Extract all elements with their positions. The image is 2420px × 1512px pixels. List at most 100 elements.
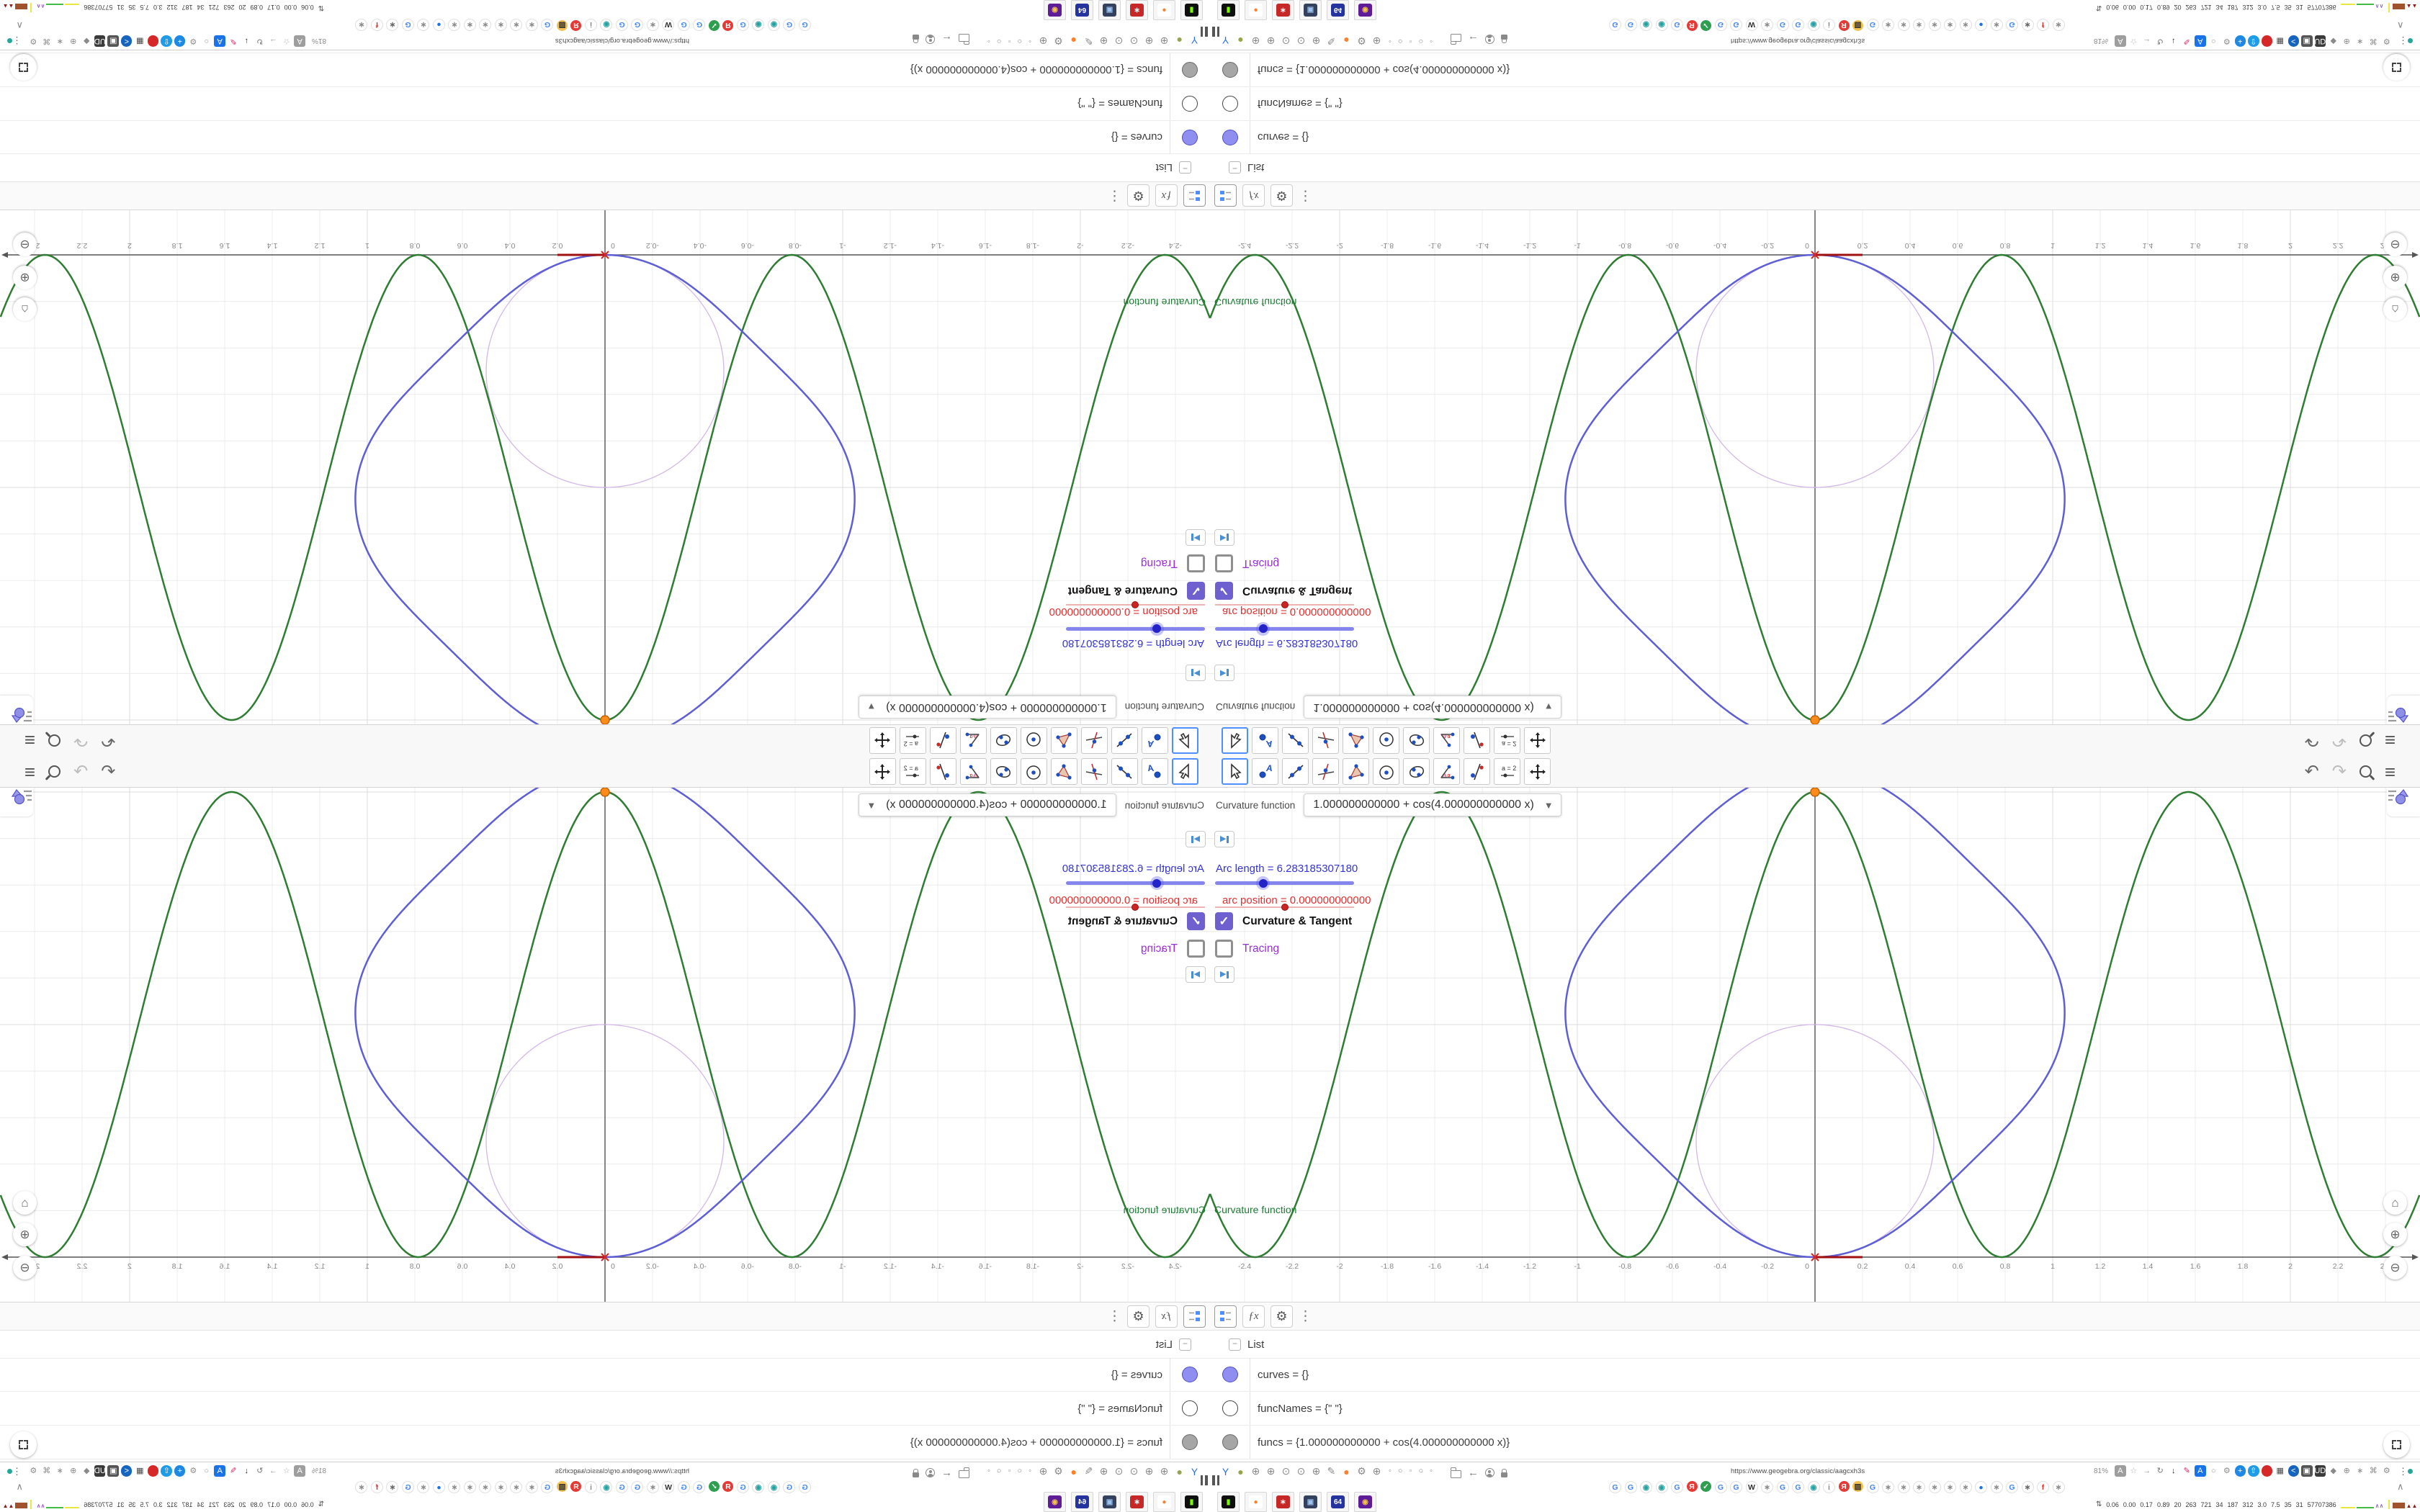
translate-icon[interactable]: A (2115, 35, 2126, 47)
download-icon[interactable]: ↓ (2172, 37, 2176, 46)
yandex-favicon[interactable]: Я (570, 20, 582, 31)
circle-favicon[interactable]: ● (1975, 1481, 1987, 1493)
check-favicon[interactable]: ✓ (709, 1481, 720, 1492)
tool-button-reflect[interactable] (930, 727, 956, 754)
tracing-checkbox[interactable] (1187, 554, 1205, 572)
flower-favicon[interactable]: ∗ (2021, 19, 2034, 31)
fullscreen-button[interactable] (10, 54, 37, 81)
tool-button-polygon[interactable] (1051, 758, 1077, 785)
tool-button-ellipse[interactable] (990, 758, 1017, 785)
globe-icon[interactable]: ⊕ (70, 36, 77, 45)
shield-up-icon[interactable]: ⇧ (161, 35, 172, 47)
google-favicon[interactable]: G (693, 1481, 706, 1493)
tool-button-move[interactable] (1222, 727, 1248, 754)
record-icon[interactable]: ● (2261, 35, 2272, 47)
tool-button-point[interactable]: A (1142, 758, 1168, 785)
tab-circle-icon[interactable]: ◦ (1028, 37, 1031, 45)
visibility-toggle[interactable] (1222, 1434, 1238, 1450)
tab-circle-icon[interactable]: ◦ (1008, 1467, 1011, 1475)
overflow-menu-icon[interactable]: ⋮ (2398, 35, 2408, 46)
globe-icon[interactable]: ⊕ (1312, 35, 1321, 47)
translate-blue-icon[interactable]: A (214, 35, 225, 47)
home-button[interactable]: ⌂ (2383, 297, 2407, 321)
photo-favicon[interactable]: ▨ (1852, 1481, 1863, 1492)
plus-icon[interactable]: + (2234, 1465, 2246, 1477)
tool-button-circle[interactable] (1373, 758, 1399, 785)
url-text[interactable]: https://www.geogebra.org/classic/aagcxh3… (555, 37, 689, 45)
visibility-toggle[interactable] (1182, 1367, 1198, 1382)
flower-favicon[interactable]: ∗ (1897, 19, 1910, 31)
google-favicon[interactable]: G (693, 19, 706, 31)
graphics-view[interactable]: -2.4 -2.2 -2 -1.8 -1.6 -1.4 -1.2 -1 -0.8 -0.6 -0.4… (1210, 788, 2420, 1302)
visibility-toggle[interactable] (1182, 1434, 1198, 1450)
star-icon[interactable]: ☆ (2130, 1467, 2138, 1476)
flower-favicon[interactable]: ∗ (526, 1481, 538, 1493)
tool-button-angle[interactable]: α (960, 758, 987, 785)
tab-circle-icon[interactable]: ○ (1017, 37, 1023, 45)
gear-icon[interactable]: ⚙ (30, 1467, 37, 1476)
globe-favicon[interactable]: ◉ (600, 1481, 613, 1493)
arc-length-slider[interactable] (1066, 876, 1205, 890)
flower-favicon[interactable]: ∗ (1928, 19, 1941, 31)
tool-button-line[interactable] (1282, 758, 1309, 785)
google-favicon[interactable]: G (783, 1481, 796, 1493)
tool-button-point[interactable]: A (1252, 758, 1278, 785)
reload-icon[interactable]: ↻ (2156, 1467, 2164, 1476)
chevron-up-icon[interactable]: ∧ (2397, 20, 2404, 31)
star-icon[interactable]: ☆ (282, 1467, 290, 1476)
zoom-in-button[interactable]: ⊕ (2383, 1223, 2407, 1246)
menu-icon[interactable]: ≡ (2384, 760, 2396, 783)
arc-position-slider[interactable] (1066, 904, 1205, 911)
fullscreen-button[interactable] (10, 1431, 37, 1458)
translate-icon[interactable]: A (2115, 1465, 2126, 1477)
shield-icon[interactable]: ◆ (2330, 36, 2336, 45)
box-icon[interactable]: ▣ (2301, 1465, 2313, 1477)
google-favicon[interactable]: G (541, 19, 554, 31)
search-icon[interactable] (48, 765, 61, 778)
f-favicon[interactable]: f (371, 19, 383, 31)
flower-favicon[interactable]: ∗ (1944, 1481, 1956, 1493)
save-app-icon[interactable]: 64 (1327, 0, 1349, 20)
info-favicon[interactable]: i (585, 19, 597, 31)
redo-icon[interactable]: ↷ (2331, 731, 2347, 751)
translate-blue-icon[interactable]: A (214, 1465, 225, 1477)
reload-icon[interactable]: ↻ (256, 1467, 264, 1476)
globe-icon[interactable]: ⊕ (70, 1467, 77, 1476)
function-dropdown[interactable]: 1.000000000000 + cos(4.000000000000 x) ▼ (859, 793, 1116, 816)
folder-icon[interactable] (1450, 1467, 1461, 1478)
slider-thumb[interactable] (1256, 622, 1270, 636)
tab-circle-icon[interactable]: ◦ (1409, 37, 1412, 45)
google-favicon[interactable]: G (2006, 1481, 2018, 1493)
gauge-icon[interactable]: ⊙ (1129, 35, 1139, 47)
globe-favicon[interactable]: ◉ (1640, 19, 1652, 31)
arc-position-point[interactable] (1810, 715, 1820, 724)
tool-button-perpendicular-line[interactable] (1081, 758, 1108, 785)
flower-favicon[interactable]: ∗ (417, 1481, 430, 1493)
tool-button-polygon[interactable] (1343, 758, 1369, 785)
shield-up-icon[interactable]: ⇧ (2248, 35, 2259, 47)
algebra-row-funcNames[interactable]: funcNames = {" "} (0, 1392, 1210, 1426)
play-pause-button[interactable]: ▶ (1214, 966, 1234, 983)
f-favicon[interactable]: f (2037, 1481, 2049, 1493)
flower-favicon[interactable]: ∗ (464, 1481, 476, 1493)
wrench-icon[interactable]: ✎ (1327, 35, 1336, 47)
yandex-favicon[interactable]: Я (1838, 1481, 1850, 1492)
flower-favicon[interactable]: ∗ (1959, 1481, 1972, 1493)
globe-icon[interactable]: ⊕ (1160, 1465, 1169, 1477)
undo-icon[interactable]: ↶ (2304, 761, 2319, 781)
google-favicon[interactable]: G (1730, 19, 1742, 31)
gauge-icon[interactable]: ⊙ (1281, 35, 1291, 47)
dot-icon[interactable]: ● (1176, 35, 1183, 47)
tool-button-move-graphics-view[interactable] (1524, 727, 1551, 754)
url-text[interactable]: https://www.geogebra.org/classic/aagcxh3… (1731, 37, 1865, 45)
tab-circle-icon[interactable]: ◦ (1389, 37, 1392, 45)
url-text[interactable]: https://www.geogebra.org/classic/aagcxh3… (1731, 1467, 1865, 1475)
gauge-icon[interactable]: ⊙ (1114, 35, 1124, 47)
flower-favicon[interactable]: ∗ (1913, 19, 1925, 31)
record-icon[interactable]: ● (2261, 1465, 2272, 1477)
back-arrow-icon[interactable]: ← (941, 1466, 952, 1479)
gear-icon[interactable]: ⚙ (1357, 1465, 1366, 1477)
flower-favicon[interactable]: ∗ (495, 1481, 507, 1493)
menu-icon[interactable]: ≡ (24, 729, 36, 752)
gauge-icon[interactable]: ⊙ (1114, 1465, 1124, 1477)
